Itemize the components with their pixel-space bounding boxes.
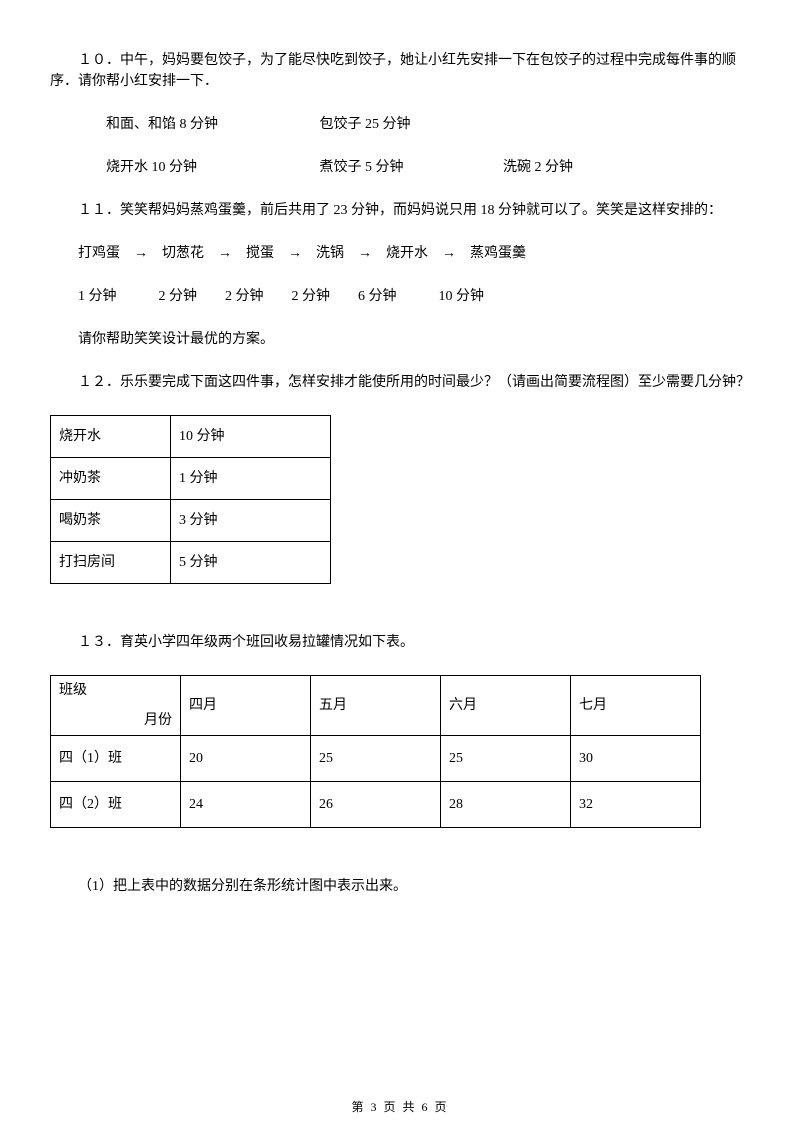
q10-item: 包饺子 25 分钟 [292,114,411,135]
task-cell: 打扫房间 [51,542,171,584]
value-cell: 30 [571,736,701,782]
q10-item: 烧开水 10 分钟 [78,157,288,178]
diagonal-header: 班级 月份 [51,676,181,736]
q10-line2: 烧开水 10 分钟 煮饺子 5 分钟 洗碗 2 分钟 [50,157,750,178]
table-row: 四（2）班 24 26 28 32 [51,782,701,828]
q10-item: 洗碗 2 分钟 [475,157,573,178]
q11-text: １１．笑笑帮妈妈蒸鸡蛋羹，前后共用了 23 分钟，而妈妈说只用 18 分钟就可以… [50,200,750,221]
task-cell: 冲奶茶 [51,458,171,500]
q11-steps: 打鸡蛋 → 切葱花 → 搅蛋 → 洗锅 → 烧开水 → 蒸鸡蛋羹 [50,243,750,264]
time-cell: 1 分钟 [171,458,331,500]
q10-item: 煮饺子 5 分钟 [292,157,472,178]
month-header: 五月 [311,676,441,736]
time-cell: 10 分钟 [171,416,331,458]
class-cell: 四（1）班 [51,736,181,782]
q10-item: 和面、和馅 8 分钟 [78,114,288,135]
table-row: 烧开水 10 分钟 [51,416,331,458]
header-month-label: 月份 [144,710,172,731]
task-cell: 烧开水 [51,416,171,458]
q11-ask: 请你帮助笑笑设计最优的方案。 [50,329,750,350]
table-row: 四（1）班 20 25 25 30 [51,736,701,782]
value-cell: 26 [311,782,441,828]
value-cell: 25 [441,736,571,782]
q13-text: １３．育英小学四年级两个班回收易拉罐情况如下表。 [50,632,750,653]
task-cell: 喝奶茶 [51,500,171,542]
month-header: 七月 [571,676,701,736]
value-cell: 28 [441,782,571,828]
table-header-row: 班级 月份 四月 五月 六月 七月 [51,676,701,736]
q12-text: １２．乐乐要完成下面这四件事，怎样安排才能使所用的时间最少？（请画出简要流程图）… [50,372,750,393]
q12-table: 烧开水 10 分钟 冲奶茶 1 分钟 喝奶茶 3 分钟 打扫房间 5 分钟 [50,415,331,584]
q10-line1: 和面、和馅 8 分钟 包饺子 25 分钟 [50,114,750,135]
time-cell: 3 分钟 [171,500,331,542]
time-cell: 5 分钟 [171,542,331,584]
month-header: 四月 [181,676,311,736]
value-cell: 24 [181,782,311,828]
q10-text: １０．中午，妈妈要包饺子，为了能尽快吃到饺子，她让小红先安排一下在包饺子的过程中… [50,50,750,92]
q13-table: 班级 月份 四月 五月 六月 七月 四（1）班 20 25 25 30 四（2）… [50,675,701,828]
page-footer: 第 3 页 共 6 页 [0,1098,800,1116]
class-cell: 四（2）班 [51,782,181,828]
value-cell: 25 [311,736,441,782]
header-class-label: 班级 [59,680,87,701]
month-header: 六月 [441,676,571,736]
table-row: 打扫房间 5 分钟 [51,542,331,584]
table-row: 喝奶茶 3 分钟 [51,500,331,542]
table-row: 冲奶茶 1 分钟 [51,458,331,500]
value-cell: 32 [571,782,701,828]
q13-sub1: （1）把上表中的数据分别在条形统计图中表示出来。 [50,876,750,897]
value-cell: 20 [181,736,311,782]
q11-times: 1 分钟 2 分钟 2 分钟 2 分钟 6 分钟 10 分钟 [50,286,750,307]
